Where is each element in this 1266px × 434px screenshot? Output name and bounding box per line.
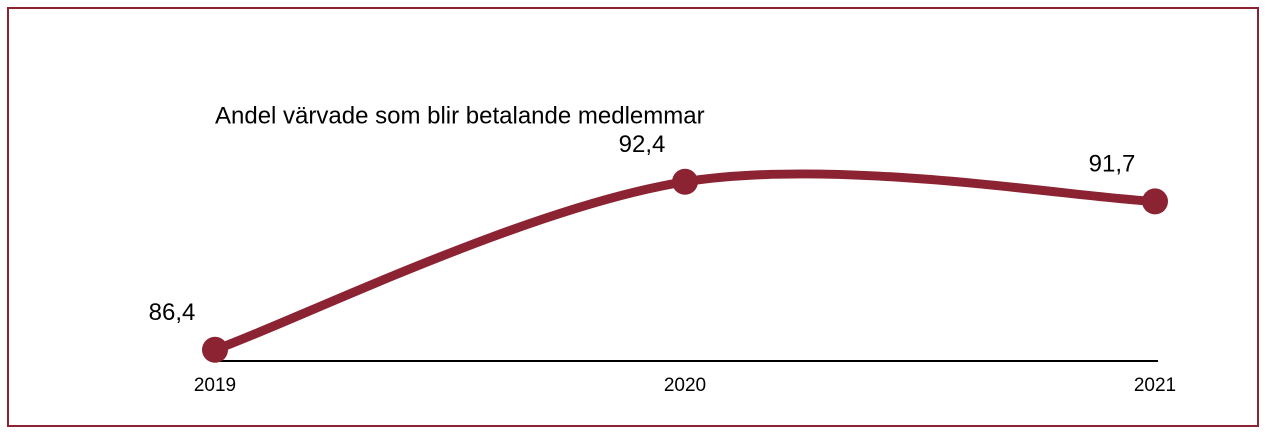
data-label: 92,4 [619,131,666,158]
frame [7,7,1259,427]
point [202,336,228,363]
point [672,168,698,195]
x-tick-label: 2020 [664,375,706,396]
x-tick-label: 2019 [194,375,236,396]
chart-title: Andel värvade som blir betalande medlemm… [215,102,705,129]
data-label: 91,7 [1089,151,1136,178]
data-label: 86,4 [149,299,196,326]
point [1142,188,1168,215]
x-tick-label: 2021 [1134,375,1176,396]
